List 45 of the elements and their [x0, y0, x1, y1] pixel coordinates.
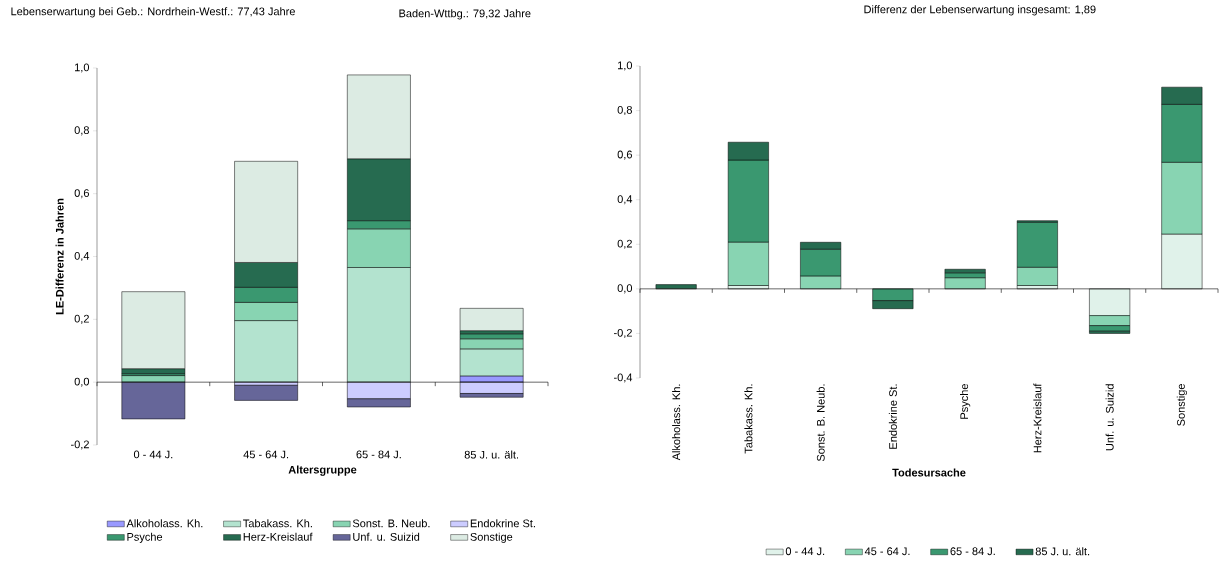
legend-label: Unf. u. Suizid — [353, 532, 420, 541]
y-tick-label: 0,0 — [617, 284, 633, 294]
x-tick-label: Unf. u. Suizid — [1105, 384, 1114, 451]
y-tick-label: 1,0 — [618, 61, 633, 71]
legend-label: Tabakass. Kh. — [243, 519, 312, 528]
y-tick-label: 1,0 — [75, 63, 90, 73]
legend-label: 85 J. u. ält. — [1035, 547, 1090, 556]
y-tick-label: 0,4 — [74, 251, 90, 262]
chart-title: Lebenserwartung bei Geb.: Nordrhein-Westf.: 77,43 Jahre — [11, 7, 295, 18]
legend-label: Psyche — [127, 532, 163, 543]
legend-label: Endokrine St. — [470, 519, 535, 528]
x-tick-label: 45 - 64 J. — [243, 450, 289, 459]
x-tick-label: Sonst. B. Neub. — [816, 384, 825, 462]
legend-label: Herz-Kreislauf — [243, 532, 313, 541]
x-tick-label: 65 - 84 J. — [356, 450, 401, 459]
y-tick-label: 0,8 — [74, 126, 89, 136]
y-tick-label: 0,6 — [74, 189, 89, 199]
x-tick-label: Alkoholass. Kh. — [672, 384, 681, 461]
legend-label: 0 - 44 J. — [785, 547, 825, 556]
x-axis-title: Todesursache — [892, 468, 966, 477]
x-tick-label: Herz-Kreislauf — [1033, 383, 1042, 453]
x-tick-label: Sonstige — [1176, 384, 1187, 426]
legend-label: 65 - 84 J. — [950, 547, 995, 556]
y-axis-title: LE-Differenz in Jahren — [55, 198, 64, 315]
y-tick-label: 0,2 — [617, 239, 632, 249]
y-tick-label: 0,4 — [617, 195, 633, 205]
y-tick-label: 0,2 — [74, 314, 89, 324]
text: Baden-Wttbg.: 79,32 Jahre — [399, 9, 531, 20]
x-tick-label: Endokrine St. — [888, 384, 897, 449]
x-tick-label: 85 J. u. ält. — [464, 450, 519, 459]
x-tick-label: Psyche — [960, 384, 971, 419]
y-tick-label: -0,2 — [614, 328, 632, 338]
x-tick-label: Tabakass. Kh. — [744, 384, 753, 454]
y-tick-label: -0,2 — [71, 440, 89, 450]
y-tick-label: 0,6 — [617, 150, 632, 160]
y-tick-label: -0,4 — [614, 373, 633, 383]
legend-label: Alkoholass. Kh. — [126, 519, 203, 528]
y-tick-label: 0,8 — [617, 106, 632, 116]
chart-title: Differenz der Lebenserwartung insgesamt: 1,89 — [864, 5, 1096, 16]
x-axis-title: Altersgruppe — [288, 465, 357, 476]
legend-label: Sonst. B. Neub. — [352, 519, 430, 528]
x-tick-label: 0 - 44 J. — [133, 450, 173, 459]
legend-label: 45 - 64 J. — [864, 547, 910, 556]
y-tick-label: 0,0 — [74, 377, 90, 387]
legend-label: Sonstige — [470, 532, 513, 543]
